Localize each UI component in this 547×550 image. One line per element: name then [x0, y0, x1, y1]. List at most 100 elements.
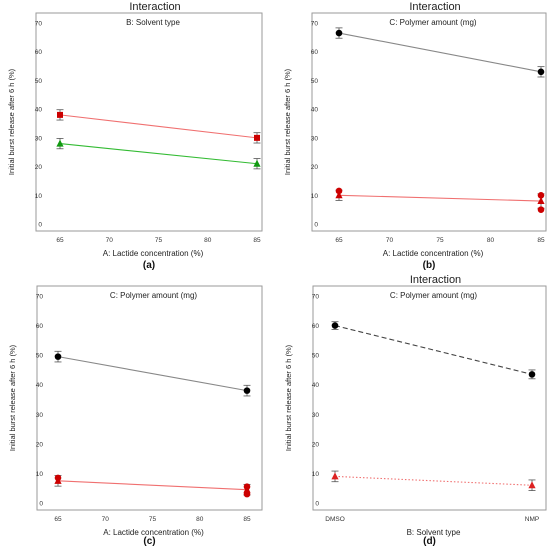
- y-axis-label: Initial burst release after 6 h (%): [284, 344, 293, 451]
- y-tick-label: 30: [36, 412, 44, 419]
- y-tick-label: 10: [35, 193, 43, 200]
- chart-panel-c: C: Polymer amount (mg) 0 10 20 30 40 50 60 70 65 7…: [8, 285, 263, 547]
- chart-title: Interaction: [409, 1, 460, 13]
- x-tick-label: 75: [436, 237, 444, 244]
- plot-frame: [311, 12, 547, 232]
- data-point: [537, 197, 545, 205]
- y-tick-label: 50: [312, 353, 320, 360]
- y-tick-label: 60: [36, 323, 44, 330]
- y-tick-label: 40: [311, 107, 319, 114]
- y-tick-label: 40: [36, 382, 44, 389]
- y-axis-label: Initial burst release after 6 h (%): [7, 68, 16, 175]
- data-point: [331, 472, 339, 480]
- data-point: [537, 191, 545, 199]
- data-point: [243, 387, 251, 394]
- x-tick-label: DMSO: [325, 516, 345, 523]
- plot-frame: [35, 12, 263, 232]
- x-axis-label: A: Lactide concentration (%): [103, 249, 204, 258]
- y-tick-label: 30: [35, 135, 43, 142]
- x-tick-label: 70: [386, 237, 394, 244]
- series-line: [338, 32, 542, 73]
- series-line: [334, 475, 533, 486]
- chart-panel-d: Interaction C: Polymer amount (mg) 0 10 20 30…: [284, 274, 547, 547]
- data-point: [335, 29, 343, 37]
- series-line: [59, 114, 258, 139]
- data-point: [335, 191, 343, 199]
- y-tick-label: 40: [35, 107, 43, 114]
- series-line: [59, 143, 258, 165]
- data-point: [331, 322, 339, 329]
- panel-caption: (a): [143, 260, 155, 271]
- series-line: [57, 356, 248, 392]
- plot-frame: [312, 285, 547, 511]
- x-tick-label: 75: [155, 237, 163, 244]
- y-tick-label: 0: [314, 222, 318, 229]
- x-tick-label: 85: [243, 516, 251, 523]
- y-tick-label: 20: [35, 164, 43, 171]
- chart-panel-b: Interaction C: Polymer amount (mg) 0 10 20 30…: [283, 1, 547, 271]
- y-tick-label: 20: [312, 441, 320, 448]
- data-point: [528, 371, 536, 378]
- x-tick-label: 80: [204, 237, 212, 244]
- x-tick-label: 70: [102, 516, 110, 523]
- chart-title: Interaction: [129, 1, 180, 13]
- y-axis-label: Initial burst release after 6 h (%): [283, 68, 292, 175]
- y-tick-label: 60: [312, 323, 320, 330]
- y-tick-label: 30: [312, 412, 320, 419]
- y-tick-label: 70: [312, 294, 320, 301]
- y-tick-label: 10: [36, 471, 44, 478]
- y-tick-label: 50: [36, 353, 44, 360]
- y-tick-label: 20: [36, 441, 44, 448]
- x-tick-label: 70: [106, 237, 114, 244]
- y-tick-label: 0: [39, 501, 43, 508]
- y-tick-label: 70: [35, 21, 43, 28]
- data-point: [243, 483, 251, 491]
- chart-panel-a: Interaction B: Solvent type 0 10 20 30 40 50 60 7…: [7, 1, 263, 271]
- data-point: [537, 68, 545, 76]
- panel-caption: (d): [423, 536, 436, 547]
- x-tick-label: 80: [196, 516, 204, 523]
- chart-subtitle: C: Polymer amount (mg): [390, 291, 477, 300]
- y-tick-label: 60: [35, 49, 43, 56]
- plot-frame: [36, 285, 263, 511]
- y-tick-label: 10: [312, 471, 320, 478]
- y-tick-label: 10: [311, 193, 319, 200]
- x-tick-label: 80: [487, 237, 495, 244]
- chart-subtitle: C: Polymer amount (mg): [389, 18, 476, 27]
- y-tick-label: 0: [315, 501, 319, 508]
- data-point: [335, 187, 343, 195]
- panel-caption: (c): [143, 536, 155, 547]
- y-tick-label: 40: [312, 382, 320, 389]
- data-point: [54, 474, 62, 482]
- y-tick-label: 20: [311, 164, 319, 171]
- y-tick-label: 70: [311, 21, 319, 28]
- x-axis-label: A: Lactide concentration (%): [103, 528, 204, 537]
- series-line: [57, 480, 248, 491]
- data-point: [537, 206, 545, 213]
- x-tick-label: NMP: [525, 516, 539, 523]
- x-tick-label: 85: [253, 237, 261, 244]
- data-point: [528, 481, 536, 489]
- chart-subtitle: C: Polymer amount (mg): [110, 291, 197, 300]
- x-tick-label: 65: [335, 237, 343, 244]
- series-line: [338, 194, 542, 202]
- panel-caption: (b): [423, 260, 436, 271]
- x-axis-label: B: Solvent type: [407, 528, 461, 537]
- chart-subtitle: B: Solvent type: [126, 18, 180, 27]
- y-tick-label: 0: [38, 222, 42, 229]
- y-tick-label: 50: [311, 78, 319, 85]
- x-tick-label: 65: [56, 237, 64, 244]
- data-point: [57, 111, 63, 118]
- x-tick-label: 65: [54, 516, 62, 523]
- chart-title: Interaction: [410, 274, 461, 286]
- x-axis-label: A: Lactide concentration (%): [383, 249, 484, 258]
- x-tick-label: 75: [149, 516, 157, 523]
- y-axis-label: Initial burst release after 6 h (%): [8, 344, 17, 451]
- y-tick-label: 70: [36, 294, 44, 301]
- y-tick-label: 30: [311, 135, 319, 142]
- data-point: [56, 139, 64, 147]
- y-tick-label: 50: [35, 78, 43, 85]
- series-line: [334, 325, 533, 375]
- data-point: [54, 353, 62, 360]
